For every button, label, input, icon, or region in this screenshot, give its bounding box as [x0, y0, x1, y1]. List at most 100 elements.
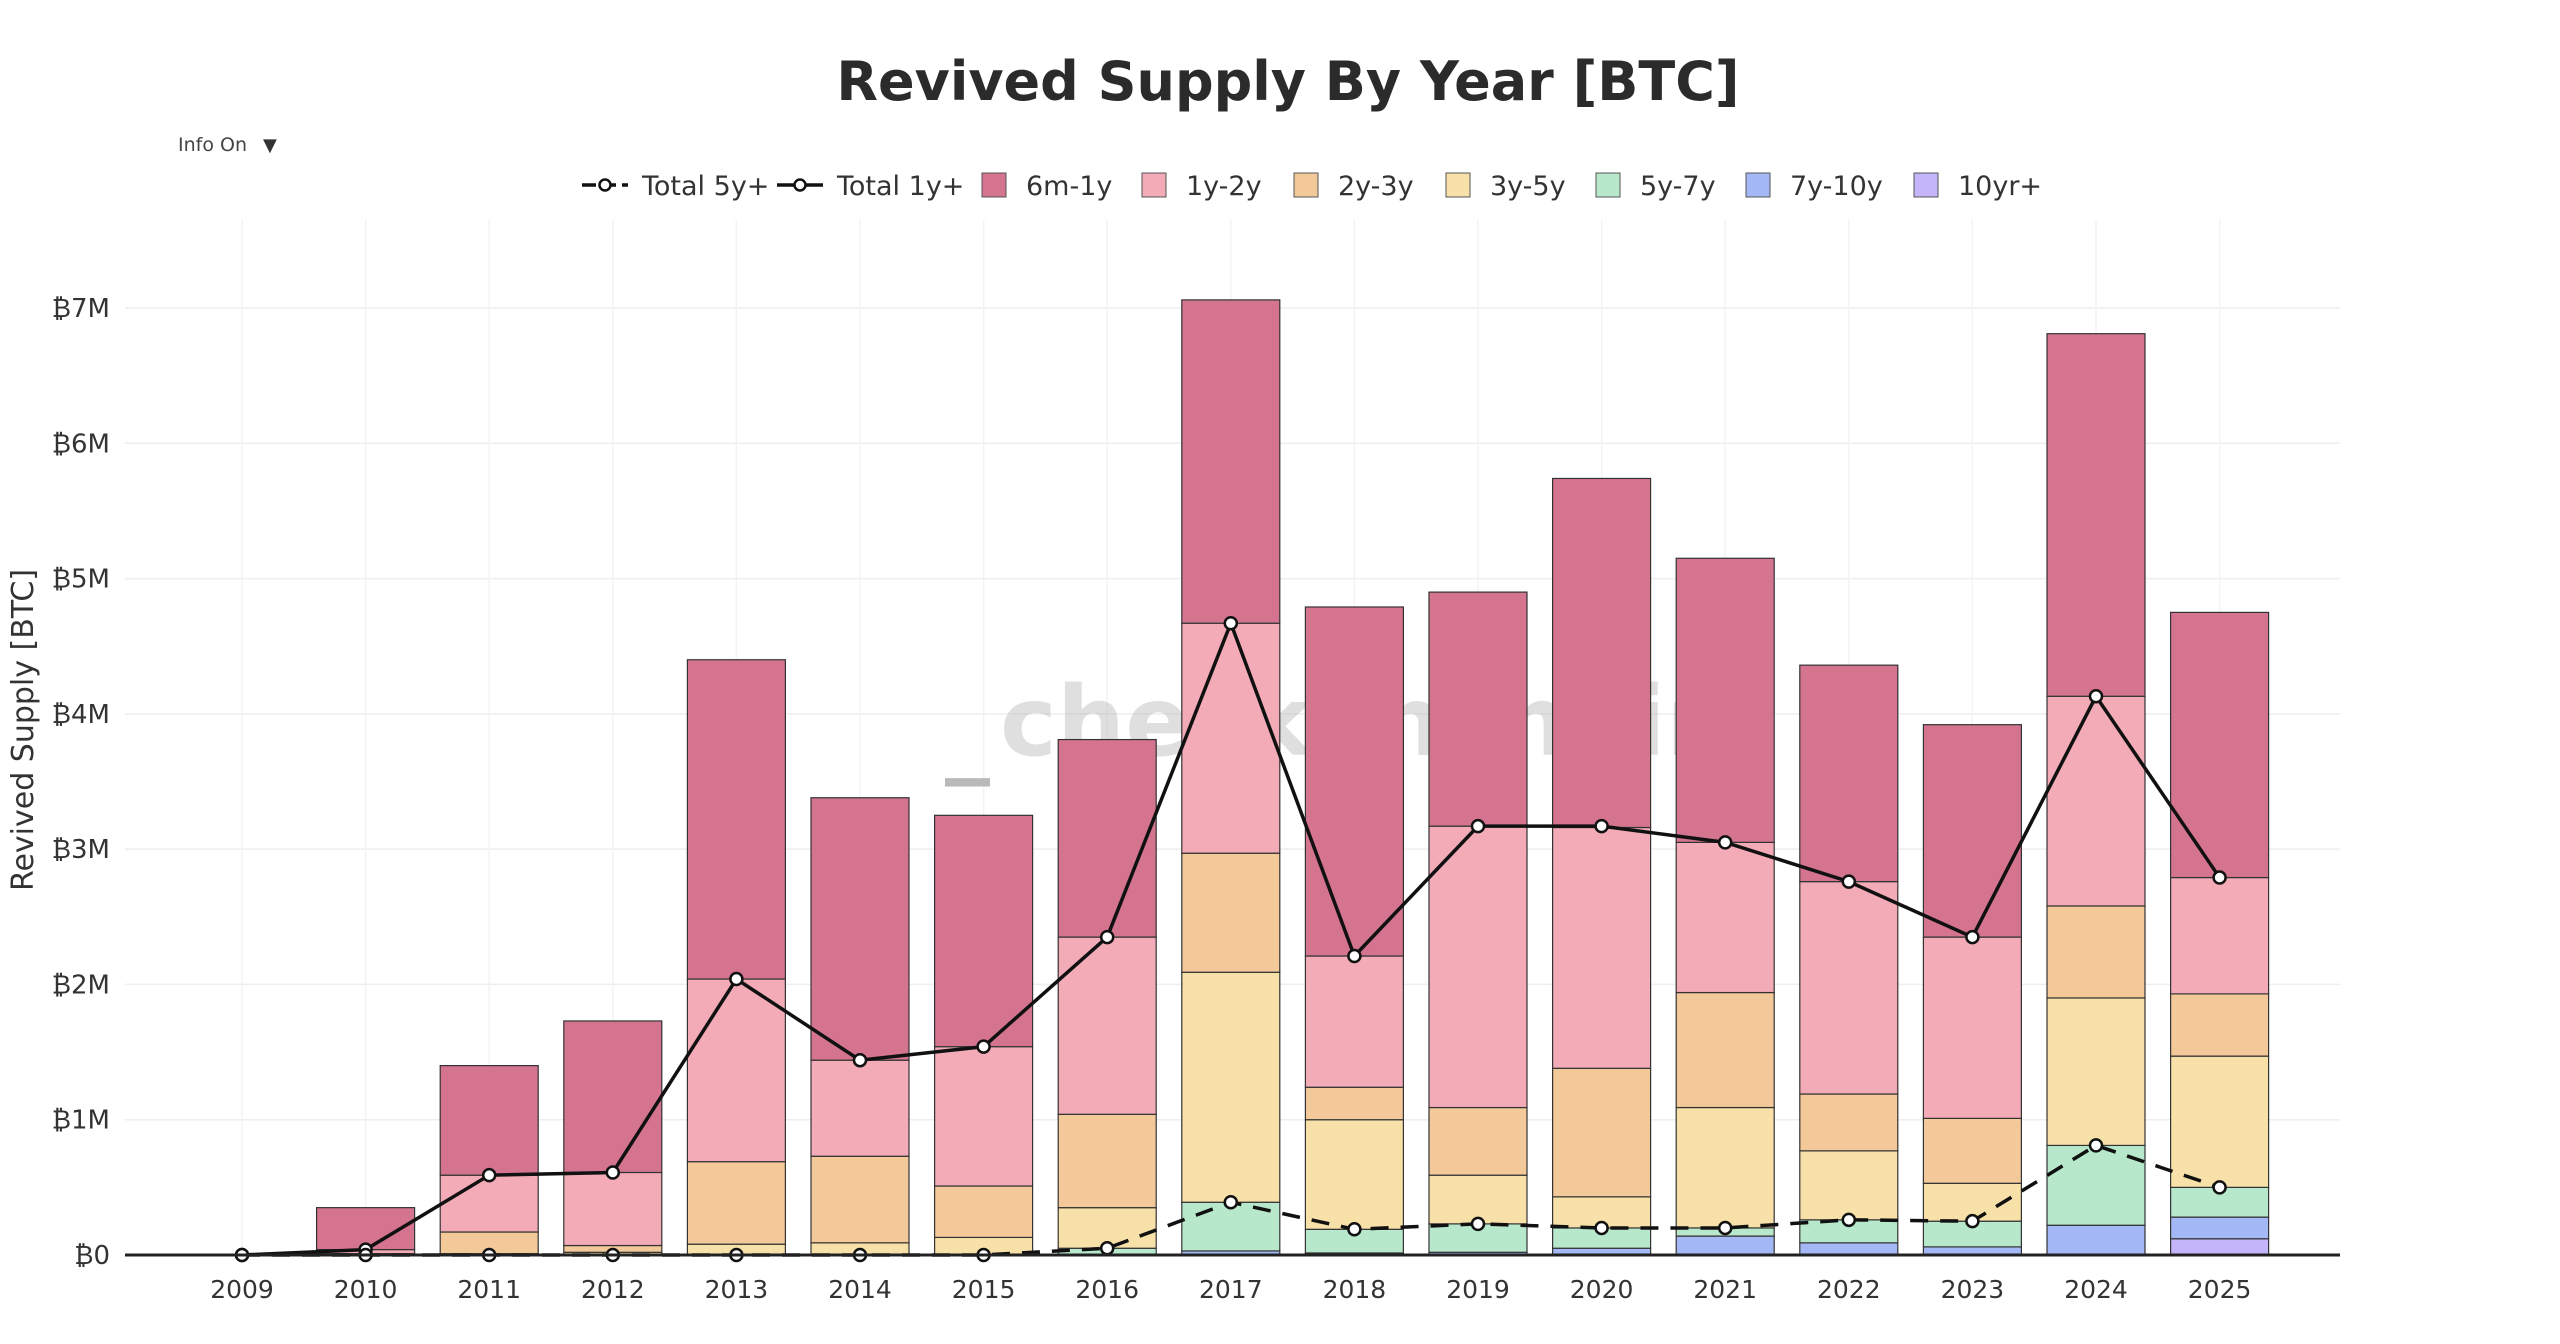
- bar-segment-2y-3y-2018[interactable]: [1304, 1086, 1405, 1121]
- x-tick-label: 2010: [334, 1275, 398, 1304]
- bar-segment-6m-1y-2013[interactable]: [686, 659, 787, 980]
- bar-segment-6m-1y-2023[interactable]: [1922, 724, 2023, 938]
- line-point-Total-1yplus-2019[interactable]: [1470, 818, 1486, 834]
- bar-segment-6m-1y-2011[interactable]: [439, 1064, 539, 1176]
- bar-segment-6m-1y-2022[interactable]: [1799, 664, 1899, 883]
- bar-segment-2y-3y-2021[interactable]: [1675, 991, 1775, 1109]
- line-point-Total-1yplus-2015[interactable]: [976, 1039, 991, 1054]
- bar-segment-3y-5y-2024[interactable]: [2046, 997, 2146, 1147]
- bar-segment-2y-3y-2016[interactable]: [1057, 1113, 1157, 1209]
- legend-item-6m-1y[interactable]: 6m-1y: [981, 171, 1112, 202]
- bar-segment-1y-2y-2019[interactable]: [1428, 825, 1528, 1109]
- legend-item-2y-3y[interactable]: 2y-3y: [1293, 171, 1414, 202]
- line-point-Total-5yplus-2023[interactable]: [1965, 1213, 1980, 1229]
- bar-segment-6m-1y-2017[interactable]: [1181, 299, 1281, 624]
- x-tick-label: 2013: [705, 1275, 769, 1304]
- bar-segment-2y-3y-2023[interactable]: [1922, 1117, 2023, 1184]
- line-point-Total-5yplus-2018[interactable]: [1347, 1222, 1362, 1237]
- line-point-Total-5yplus-2017[interactable]: [1223, 1194, 1239, 1210]
- bar-segment-2y-3y-2025[interactable]: [2170, 993, 2270, 1057]
- bar-segment-6m-1y-2012[interactable]: [563, 1020, 663, 1174]
- bar-segment-5y-7y-2024[interactable]: [2046, 1144, 2146, 1226]
- line-point-Total-5yplus-2021[interactable]: [1717, 1220, 1733, 1236]
- legend-label: 7y-10y: [1790, 171, 1883, 202]
- bar-segment-7y-10y-2025[interactable]: [2170, 1216, 2270, 1240]
- bar-segment-2y-3y-2022[interactable]: [1799, 1093, 1899, 1152]
- bar-segment-3y-5y-2021[interactable]: [1675, 1106, 1775, 1229]
- line-point-Total-1yplus-2018[interactable]: [1347, 948, 1362, 964]
- bar-segment-1y-2y-2015[interactable]: [933, 1046, 1034, 1187]
- bar-segment-6m-1y-2019[interactable]: [1428, 591, 1528, 827]
- bar-segment-1y-2y-2025[interactable]: [2170, 876, 2270, 995]
- bar-segment-2y-3y-2020[interactable]: [1551, 1067, 1652, 1198]
- bar-segment-10yrplus-2025[interactable]: [2170, 1238, 2270, 1256]
- bar-segment-1y-2y-2021[interactable]: [1675, 841, 1775, 994]
- bar-segment-6m-1y-2025[interactable]: [2170, 611, 2270, 879]
- bar-segment-2y-3y-2019[interactable]: [1428, 1106, 1528, 1176]
- legend-item-10yrplus[interactable]: 10yr+: [1913, 171, 2042, 202]
- info-toggle-button[interactable]: Info On ▼: [178, 130, 277, 160]
- bar-segment-7y-10y-2024[interactable]: [2046, 1224, 2146, 1256]
- bar-segment-1y-2y-2023[interactable]: [1922, 936, 2023, 1119]
- bar-segment-7y-10y-2021[interactable]: [1675, 1235, 1775, 1256]
- legend-item-5y-7y[interactable]: 5y-7y: [1595, 171, 1716, 202]
- line-point-Total-1yplus-2024[interactable]: [2088, 689, 2104, 704]
- x-tick-label: 2011: [457, 1275, 521, 1304]
- bar-segment-7y-10y-2022[interactable]: [1799, 1242, 1899, 1256]
- line-point-Total-1yplus-2023[interactable]: [1965, 929, 1980, 945]
- line-point-Total-1yplus-2014[interactable]: [852, 1052, 868, 1068]
- line-point-Total-1yplus-2021[interactable]: [1717, 835, 1733, 850]
- bar-segment-6m-1y-2014[interactable]: [810, 797, 910, 1061]
- line-point-Total-5yplus-2022[interactable]: [1841, 1212, 1857, 1228]
- legend-item-1y-2y[interactable]: 1y-2y: [1141, 171, 1262, 202]
- bar-segment-3y-5y-2017[interactable]: [1181, 971, 1281, 1203]
- bar-segment-3y-5y-2025[interactable]: [2170, 1055, 2270, 1188]
- line-point-Total-1yplus-2020[interactable]: [1594, 818, 1609, 834]
- bar-segment-6m-1y-2020[interactable]: [1551, 477, 1652, 829]
- line-point-Total-1yplus-2017[interactable]: [1223, 615, 1239, 631]
- bar-segment-3y-5y-2019[interactable]: [1428, 1174, 1528, 1225]
- bar-segment-1y-2y-2012[interactable]: [563, 1171, 663, 1247]
- y-tick-label: ₿3M: [52, 835, 110, 865]
- bar-segment-3y-5y-2022[interactable]: [1799, 1150, 1899, 1221]
- bar-segment-2y-3y-2015[interactable]: [933, 1185, 1034, 1239]
- bar-segment-3y-5y-2018[interactable]: [1304, 1119, 1405, 1230]
- bar-segment-6m-1y-2024[interactable]: [2046, 333, 2146, 697]
- line-point-Total-1yplus-2013[interactable]: [729, 971, 744, 987]
- line-point-Total-5yplus-2016[interactable]: [1099, 1240, 1115, 1256]
- line-point-Total-5yplus-2020[interactable]: [1594, 1220, 1609, 1236]
- bar-segment-1y-2y-2011[interactable]: [439, 1174, 539, 1233]
- bar-segment-1y-2y-2013[interactable]: [686, 978, 787, 1163]
- bar-segment-6m-1y-2018[interactable]: [1304, 606, 1405, 957]
- bar-segment-2y-3y-2013[interactable]: [686, 1161, 787, 1245]
- bar-segment-6m-1y-2016[interactable]: [1057, 738, 1157, 938]
- bar-segment-2y-3y-2017[interactable]: [1181, 852, 1281, 973]
- y-tick-label: ₿6M: [52, 429, 110, 459]
- bar-segment-1y-2y-2024[interactable]: [2046, 695, 2146, 907]
- legend-label: 1y-2y: [1186, 171, 1262, 202]
- bar-segment-6m-1y-2021[interactable]: [1675, 557, 1775, 843]
- bar-segment-1y-2y-2016[interactable]: [1057, 936, 1157, 1115]
- bar-segment-5y-7y-2025[interactable]: [2170, 1186, 2270, 1218]
- bar-segment-1y-2y-2022[interactable]: [1799, 881, 1899, 1095]
- line-point-Total-1yplus-2011[interactable]: [481, 1167, 497, 1183]
- line-point-Total-1yplus-2016[interactable]: [1099, 929, 1115, 945]
- line-point-Total-1yplus-2025[interactable]: [2212, 870, 2227, 885]
- line-point-Total-1yplus-2012[interactable]: [605, 1165, 621, 1180]
- legend-item-Total-1yplus[interactable]: Total 1y+: [777, 171, 964, 202]
- bar-segment-1y-2y-2018[interactable]: [1304, 955, 1405, 1088]
- bar-segment-2y-3y-2024[interactable]: [2046, 905, 2146, 999]
- legend-item-Total-5yplus[interactable]: Total 5y+: [582, 171, 769, 202]
- bar-segment-1y-2y-2020[interactable]: [1551, 826, 1652, 1069]
- legend-item-7y-10y[interactable]: 7y-10y: [1745, 171, 1883, 202]
- bar-segment-6m-1y-2015[interactable]: [933, 814, 1034, 1048]
- line-point-Total-5yplus-2019[interactable]: [1470, 1216, 1486, 1232]
- bar-segment-1y-2y-2017[interactable]: [1181, 622, 1281, 854]
- y-tick-label: ₿5M: [52, 565, 110, 595]
- line-point-Total-5yplus-2024[interactable]: [2088, 1138, 2104, 1153]
- bar-segment-2y-3y-2014[interactable]: [810, 1155, 910, 1244]
- line-point-Total-1yplus-2022[interactable]: [1841, 874, 1857, 889]
- bar-segment-1y-2y-2014[interactable]: [810, 1059, 910, 1157]
- legend-item-3y-5y[interactable]: 3y-5y: [1445, 171, 1566, 202]
- line-point-Total-5yplus-2025[interactable]: [2212, 1180, 2227, 1195]
